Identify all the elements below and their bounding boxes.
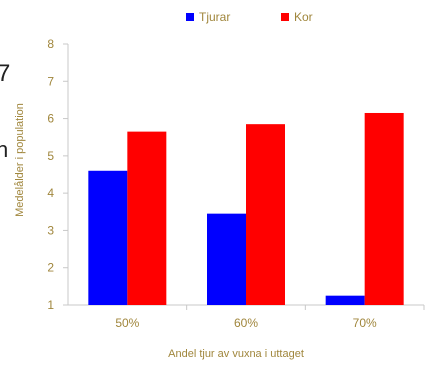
- y-tick-label: 4: [47, 186, 54, 200]
- bar-tjurar-3: [325, 295, 365, 305]
- y-tick-label: 8: [47, 37, 54, 51]
- clipped-left-glyph-1: 7: [0, 60, 10, 87]
- x-axis-title: Andel tjur av vuxna i uttaget: [168, 348, 304, 360]
- legend: Tjurar Kor: [186, 10, 313, 24]
- bar-kor-2: [246, 124, 285, 306]
- y-tick-group: 1 2 3 4 5 6 7 8: [47, 37, 68, 312]
- x-tick-label: 70%: [353, 316, 377, 330]
- legend-swatch-tjurar: [186, 13, 194, 21]
- bar-kor-3: [364, 112, 404, 305]
- bar-kor-1: [127, 131, 167, 305]
- y-tick-label: 2: [47, 261, 54, 275]
- clipped-left-glyph-2: n: [0, 137, 8, 162]
- bar-group: [88, 112, 404, 306]
- bar-tjurar-1: [88, 170, 128, 305]
- y-tick-label: 7: [47, 74, 54, 88]
- x-tick-label: 60%: [234, 316, 258, 330]
- bar-tjurar-2: [207, 213, 246, 305]
- y-tick-label: 3: [47, 223, 54, 237]
- legend-swatch-kor: [281, 13, 289, 21]
- x-tick-label: 50%: [115, 316, 139, 330]
- y-axis-title: Medelålder i population: [14, 103, 26, 217]
- legend-label-kor: Kor: [294, 10, 313, 24]
- legend-label-tjurar: Tjurar: [199, 10, 230, 24]
- y-tick-label: 6: [47, 112, 54, 126]
- y-tick-label: 5: [47, 149, 54, 163]
- x-tick-group: 50% 60% 70%: [115, 305, 425, 330]
- y-tick-label: 1: [47, 298, 54, 312]
